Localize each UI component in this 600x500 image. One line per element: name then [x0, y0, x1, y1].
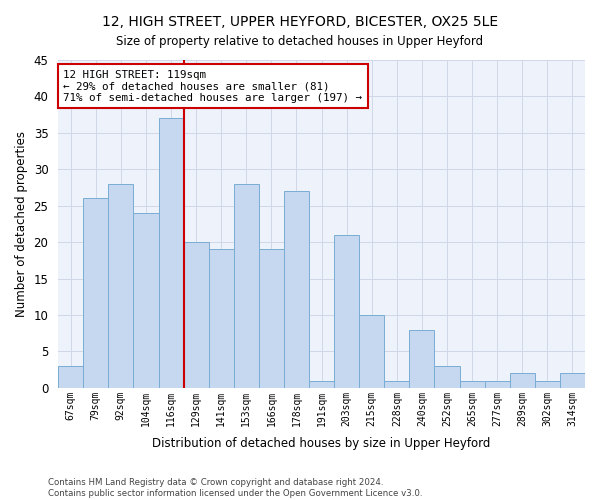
Bar — [234, 184, 259, 388]
Text: 12 HIGH STREET: 119sqm
← 29% of detached houses are smaller (81)
71% of semi-det: 12 HIGH STREET: 119sqm ← 29% of detached… — [64, 70, 362, 103]
Bar — [560, 374, 585, 388]
Bar — [434, 366, 460, 388]
Bar — [485, 380, 510, 388]
Text: Contains HM Land Registry data © Crown copyright and database right 2024.
Contai: Contains HM Land Registry data © Crown c… — [48, 478, 422, 498]
X-axis label: Distribution of detached houses by size in Upper Heyford: Distribution of detached houses by size … — [152, 437, 491, 450]
Text: Size of property relative to detached houses in Upper Heyford: Size of property relative to detached ho… — [116, 35, 484, 48]
Bar — [510, 374, 535, 388]
Bar — [409, 330, 434, 388]
Bar — [133, 213, 158, 388]
Bar — [460, 380, 485, 388]
Bar — [83, 198, 109, 388]
Bar — [535, 380, 560, 388]
Bar — [359, 315, 384, 388]
Bar — [334, 235, 359, 388]
Bar — [58, 366, 83, 388]
Y-axis label: Number of detached properties: Number of detached properties — [15, 131, 28, 317]
Bar — [209, 250, 234, 388]
Bar — [158, 118, 184, 388]
Text: 12, HIGH STREET, UPPER HEYFORD, BICESTER, OX25 5LE: 12, HIGH STREET, UPPER HEYFORD, BICESTER… — [102, 15, 498, 29]
Bar — [309, 380, 334, 388]
Bar — [259, 250, 284, 388]
Bar — [384, 380, 409, 388]
Bar — [284, 191, 309, 388]
Bar — [184, 242, 209, 388]
Bar — [109, 184, 133, 388]
